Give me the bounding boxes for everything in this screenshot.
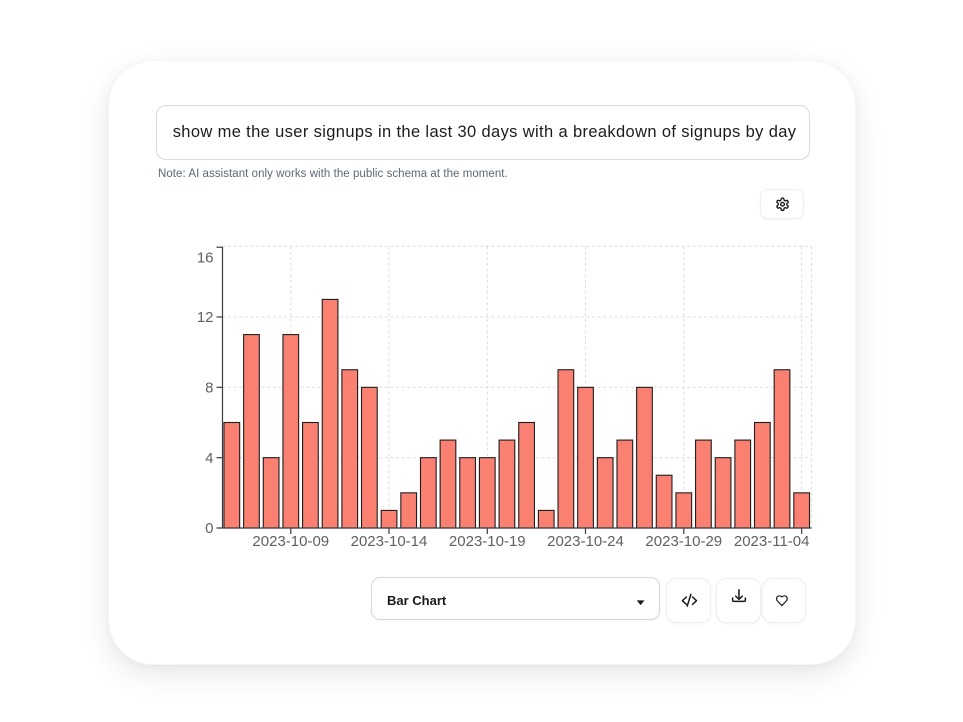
svg-text:2023-10-19: 2023-10-19 <box>449 533 526 550</box>
svg-text:2023-11-04: 2023-11-04 <box>734 533 810 550</box>
svg-text:2023-10-09: 2023-10-09 <box>252 533 329 550</box>
svg-text:16: 16 <box>197 250 214 267</box>
svg-text:2023-10-24: 2023-10-24 <box>547 533 624 550</box>
svg-text:0: 0 <box>205 520 213 537</box>
svg-text:4: 4 <box>205 450 213 467</box>
svg-text:8: 8 <box>205 380 213 397</box>
svg-text:12: 12 <box>197 309 214 326</box>
svg-text:2023-10-29: 2023-10-29 <box>645 533 722 550</box>
svg-text:2023-10-14: 2023-10-14 <box>351 533 428 550</box>
